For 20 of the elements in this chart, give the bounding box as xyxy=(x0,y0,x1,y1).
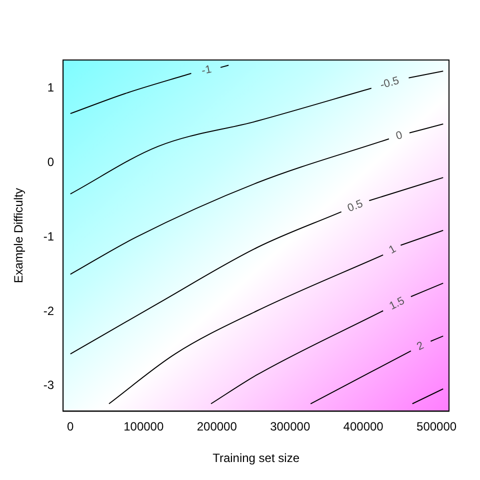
y-axis-title: Example Difficulty xyxy=(12,188,26,284)
y-tick-label: 0 xyxy=(47,154,54,169)
x-tick-label: 300000 xyxy=(270,420,310,434)
x-tick-label: 0 xyxy=(67,420,74,434)
text: -0.5 xyxy=(378,74,400,92)
x-tick-label: 500000 xyxy=(416,420,457,434)
x-tick-label: 200000 xyxy=(196,420,238,434)
x-tick-label: 400000 xyxy=(343,420,384,434)
x-axis-title: Training set size xyxy=(212,451,300,466)
text: 1 xyxy=(387,243,398,256)
text: 0 xyxy=(394,129,404,143)
text: 0.5 xyxy=(346,198,365,215)
y-tick-label: 1 xyxy=(47,80,54,95)
text: -1 xyxy=(200,63,213,78)
text: 2 xyxy=(415,340,426,354)
y-tick-label: -3 xyxy=(43,378,54,392)
y-tick-label: -2 xyxy=(43,304,54,318)
text: 1.5 xyxy=(387,294,407,313)
y-tick-label: -1 xyxy=(43,229,54,244)
x-tick-label: 100000 xyxy=(124,420,164,434)
